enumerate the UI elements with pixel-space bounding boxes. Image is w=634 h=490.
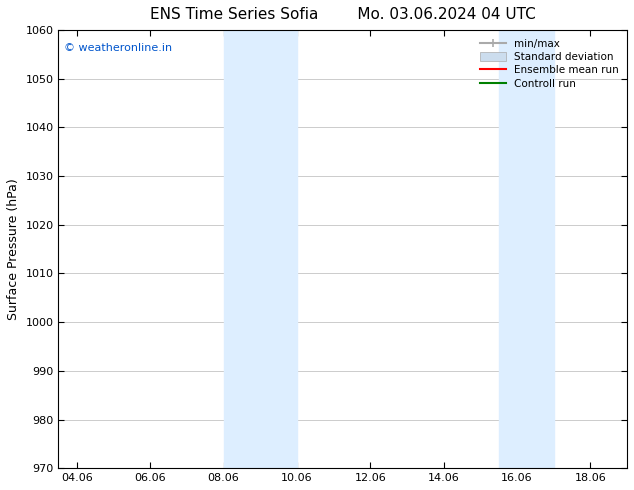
Bar [499,30,553,468]
Bar [224,30,297,468]
Text: © weatheronline.in: © weatheronline.in [64,43,172,53]
Title: ENS Time Series Sofia        Mo. 03.06.2024 04 UTC: ENS Time Series Sofia Mo. 03.06.2024 04 … [150,7,536,22]
Y-axis label: Surface Pressure (hPa): Surface Pressure (hPa) [7,178,20,320]
Legend: min/max, Standard deviation, Ensemble mean run, Controll run: min/max, Standard deviation, Ensemble me… [477,35,622,92]
